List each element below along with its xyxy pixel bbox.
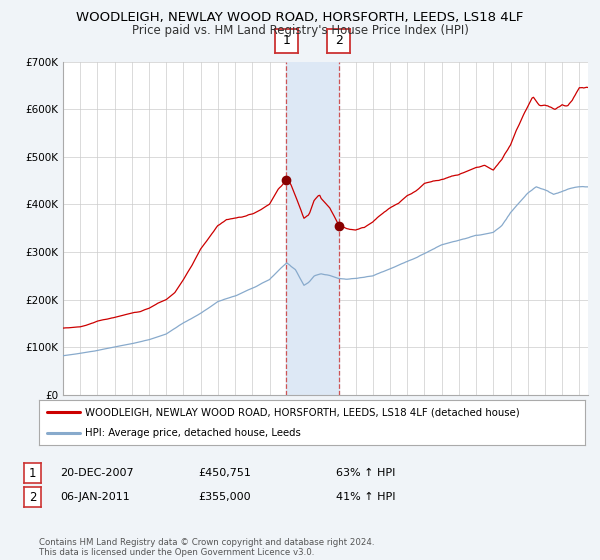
Text: 41% ↑ HPI: 41% ↑ HPI [336,492,395,502]
Text: 1: 1 [283,34,290,48]
Text: 20-DEC-2007: 20-DEC-2007 [60,468,134,478]
Text: HPI: Average price, detached house, Leeds: HPI: Average price, detached house, Leed… [85,428,301,438]
Text: Contains HM Land Registry data © Crown copyright and database right 2024.
This d: Contains HM Land Registry data © Crown c… [39,538,374,557]
Text: Price paid vs. HM Land Registry's House Price Index (HPI): Price paid vs. HM Land Registry's House … [131,24,469,37]
Text: £355,000: £355,000 [198,492,251,502]
Text: 06-JAN-2011: 06-JAN-2011 [60,492,130,502]
Text: 2: 2 [335,34,343,48]
Text: WOODLEIGH, NEWLAY WOOD ROAD, HORSFORTH, LEEDS, LS18 4LF (detached house): WOODLEIGH, NEWLAY WOOD ROAD, HORSFORTH, … [85,408,520,418]
Text: £450,751: £450,751 [198,468,251,478]
Text: 2: 2 [29,491,36,504]
Text: 1: 1 [29,466,36,480]
Text: 63% ↑ HPI: 63% ↑ HPI [336,468,395,478]
Bar [286,62,339,395]
Text: WOODLEIGH, NEWLAY WOOD ROAD, HORSFORTH, LEEDS, LS18 4LF: WOODLEIGH, NEWLAY WOOD ROAD, HORSFORTH, … [76,11,524,24]
